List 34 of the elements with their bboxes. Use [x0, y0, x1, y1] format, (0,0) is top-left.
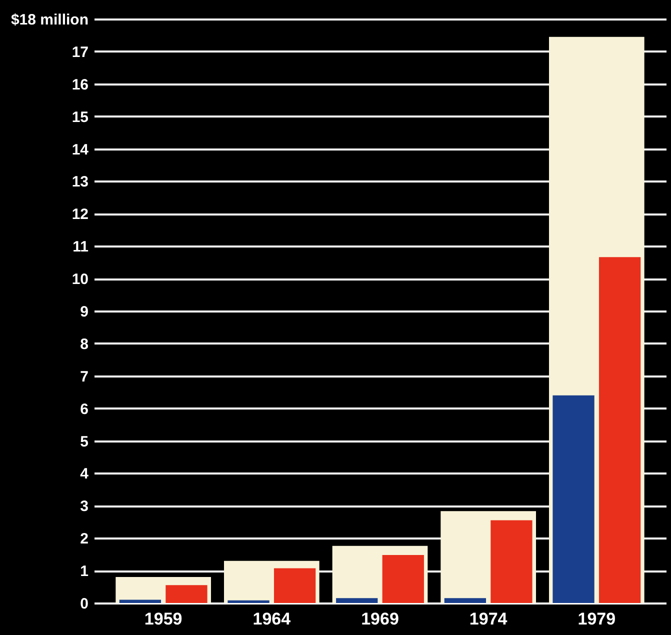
y-tick-label: 13 [72, 174, 88, 191]
bar [166, 585, 208, 603]
y-tick-label: 7 [80, 368, 88, 386]
y-tick-label: 12 [72, 206, 88, 224]
x-tick-label: 1979 [578, 610, 616, 628]
y-tick-label: 9 [80, 304, 88, 320]
y-tick-label: 5 [80, 433, 88, 450]
bar [490, 520, 532, 603]
y-tick-label: 3 [80, 498, 88, 516]
y-tick-label: 15 [72, 108, 88, 126]
y-tick-label: 14 [72, 141, 90, 158]
y-tick-label: 8 [80, 336, 88, 353]
y-tick-label: 16 [72, 76, 88, 94]
x-tick-label: 1964 [252, 610, 292, 628]
bar [382, 554, 424, 603]
bar [444, 598, 486, 603]
y-tick-label: $18 million [10, 12, 88, 28]
x-tick-label: 1969 [361, 610, 399, 628]
bar [336, 598, 378, 603]
y-tick-label: 0 [80, 596, 88, 612]
bar [598, 257, 641, 603]
bar [274, 568, 316, 603]
y-tick-label: 6 [80, 400, 88, 418]
y-tick-label: 11 [72, 238, 88, 256]
x-tick-label: 1959 [144, 610, 182, 628]
bar [119, 600, 162, 603]
bar [228, 600, 270, 603]
bar [552, 395, 594, 603]
y-tick-label: 4 [80, 466, 90, 483]
x-tick-label: 1974 [469, 610, 508, 628]
y-tick-label: 10 [72, 271, 88, 288]
y-tick-label: 2 [80, 530, 88, 548]
y-tick-label: 17 [72, 44, 88, 61]
y-tick-label: 1 [80, 563, 88, 580]
